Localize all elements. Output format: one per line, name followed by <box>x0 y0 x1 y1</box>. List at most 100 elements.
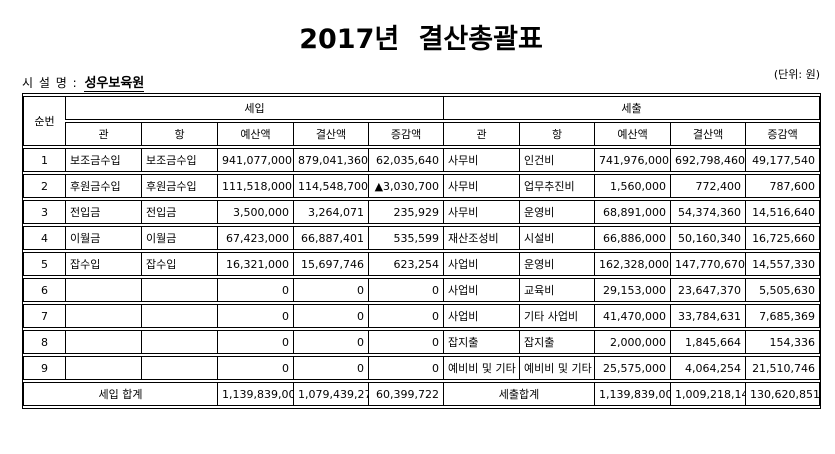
cell-no: 4 <box>23 226 65 251</box>
cell-expense-gwan: 사무비 <box>443 148 520 173</box>
cell-expense-budget: 741,976,000 <box>594 148 671 173</box>
income-total-settlement: 1,079,439,278 <box>293 382 368 407</box>
cell-expense-gwan: 사무비 <box>443 200 520 225</box>
cell-expense-gwan: 사업비 <box>443 252 520 277</box>
cell-expense-diff: 21,510,746 <box>745 356 821 381</box>
cell-income-diff: 62,035,640 <box>368 148 444 173</box>
header-no: 순번 <box>23 96 65 147</box>
totals-row: 세입 합계 1,139,839,000 1,079,439,278 60,399… <box>23 382 821 407</box>
header-expense-gwan: 관 <box>443 122 520 147</box>
cell-expense-settlement: 772,400 <box>670 174 746 199</box>
cell-income-settlement: 0 <box>293 304 368 329</box>
cell-expense-settlement: 147,770,670 <box>670 252 746 277</box>
cell-income-budget: 0 <box>217 330 293 355</box>
cell-income-settlement: 0 <box>293 356 368 381</box>
cell-expense-hang: 시설비 <box>519 226 595 251</box>
expense-total-settlement: 1,009,218,149 <box>670 382 746 407</box>
cell-expense-hang: 운영비 <box>519 200 595 225</box>
cell-income-hang <box>141 330 217 355</box>
header-income-section: 세입 <box>65 96 444 121</box>
cell-income-settlement: 66,887,401 <box>293 226 368 251</box>
cell-income-diff: 623,254 <box>368 252 444 277</box>
cell-expense-diff: 14,516,640 <box>745 200 821 225</box>
header-income-settlement: 결산액 <box>293 122 368 147</box>
cell-no: 7 <box>23 304 65 329</box>
cell-income-budget: 111,518,000 <box>217 174 293 199</box>
cell-expense-budget: 1,560,000 <box>594 174 671 199</box>
cell-expense-settlement: 692,798,460 <box>670 148 746 173</box>
table-row: 2 후원금수입 후원금수입 111,518,000 114,548,700 ▲3… <box>23 174 821 199</box>
expense-total-label: 세출합계 <box>443 382 595 407</box>
cell-income-settlement: 114,548,700 <box>293 174 368 199</box>
cell-expense-gwan: 예비비 및 기타 <box>443 356 520 381</box>
cell-income-diff: 0 <box>368 330 444 355</box>
table-row: 8 0 0 0 잡지출 잡지출 2,000,000 1,845,664 154,… <box>23 330 821 355</box>
cell-income-hang: 후원금수입 <box>141 174 217 199</box>
cell-income-budget: 16,321,000 <box>217 252 293 277</box>
cell-no: 5 <box>23 252 65 277</box>
cell-expense-budget: 41,470,000 <box>594 304 671 329</box>
income-total-label: 세입 합계 <box>23 382 217 407</box>
table-row: 3 전입금 전입금 3,500,000 3,264,071 235,929 사무… <box>23 200 821 225</box>
cell-expense-settlement: 50,160,340 <box>670 226 746 251</box>
cell-expense-gwan: 재산조성비 <box>443 226 520 251</box>
cell-income-settlement: 0 <box>293 278 368 303</box>
cell-expense-gwan: 사업비 <box>443 278 520 303</box>
cell-income-hang: 이월금 <box>141 226 217 251</box>
header-row-sections: 순번 세입 세출 <box>23 96 821 147</box>
cell-income-diff: ▲3,030,700 <box>368 174 444 199</box>
header-income-diff: 증감액 <box>368 122 444 147</box>
header-row-columns: 관 항 예산액 결산액 증감액 관 항 예산액 결산액 증감액 <box>23 122 821 147</box>
cell-expense-diff: 16,725,660 <box>745 226 821 251</box>
cell-no: 2 <box>23 174 65 199</box>
cell-income-gwan <box>65 356 141 381</box>
cell-income-hang <box>141 356 217 381</box>
cell-income-gwan: 보조금수입 <box>65 148 141 173</box>
cell-income-budget: 0 <box>217 304 293 329</box>
cell-income-budget: 0 <box>217 356 293 381</box>
cell-expense-budget: 66,886,000 <box>594 226 671 251</box>
table-row: 9 0 0 0 예비비 및 기타 예비비 및 기타 25,575,000 4,0… <box>23 356 821 381</box>
header-income-gwan: 관 <box>65 122 141 147</box>
cell-no: 6 <box>23 278 65 303</box>
cell-expense-diff: 14,557,330 <box>745 252 821 277</box>
cell-expense-settlement: 54,374,360 <box>670 200 746 225</box>
cell-income-diff: 235,929 <box>368 200 444 225</box>
income-total-diff: 60,399,722 <box>368 382 444 407</box>
cell-income-diff: 0 <box>368 304 444 329</box>
cell-expense-diff: 154,336 <box>745 330 821 355</box>
cell-expense-diff: 7,685,369 <box>745 304 821 329</box>
cell-expense-hang: 기타 사업비 <box>519 304 595 329</box>
cell-expense-diff: 787,600 <box>745 174 821 199</box>
header-income-hang: 항 <box>141 122 217 147</box>
cell-income-budget: 0 <box>217 278 293 303</box>
cell-expense-hang: 운영비 <box>519 252 595 277</box>
income-total-budget: 1,139,839,000 <box>217 382 293 407</box>
expense-total-diff: 130,620,851 <box>745 382 821 407</box>
cell-expense-settlement: 4,064,254 <box>670 356 746 381</box>
cell-income-budget: 941,077,000 <box>217 148 293 173</box>
cell-income-hang <box>141 278 217 303</box>
cell-income-settlement: 879,041,360 <box>293 148 368 173</box>
cell-income-gwan <box>65 278 141 303</box>
cell-expense-hang: 잡지출 <box>519 330 595 355</box>
cell-no: 9 <box>23 356 65 381</box>
cell-income-gwan <box>65 330 141 355</box>
cell-expense-hang: 교육비 <box>519 278 595 303</box>
expense-total-budget: 1,139,839,000 <box>594 382 671 407</box>
cell-expense-budget: 25,575,000 <box>594 356 671 381</box>
cell-no: 8 <box>23 330 65 355</box>
cell-expense-budget: 68,891,000 <box>594 200 671 225</box>
cell-income-settlement: 15,697,746 <box>293 252 368 277</box>
document-page: 2017년 결산총괄표 시 설 명 : 성우보육원 (단위: 원) 순번 세입 … <box>0 24 835 410</box>
cell-income-gwan: 후원금수입 <box>65 174 141 199</box>
cell-expense-hang: 예비비 및 기타 <box>519 356 595 381</box>
cell-income-hang: 잡수입 <box>141 252 217 277</box>
meta-row: 시 설 명 : 성우보육원 (단위: 원) <box>22 66 820 93</box>
cell-income-diff: 0 <box>368 278 444 303</box>
facility-name-line: 시 설 명 : 성우보육원 <box>22 72 145 93</box>
cell-income-settlement: 3,264,071 <box>293 200 368 225</box>
page-title: 2017년 결산총괄표 <box>299 24 543 55</box>
cell-income-gwan: 이월금 <box>65 226 141 251</box>
cell-expense-hang: 인건비 <box>519 148 595 173</box>
